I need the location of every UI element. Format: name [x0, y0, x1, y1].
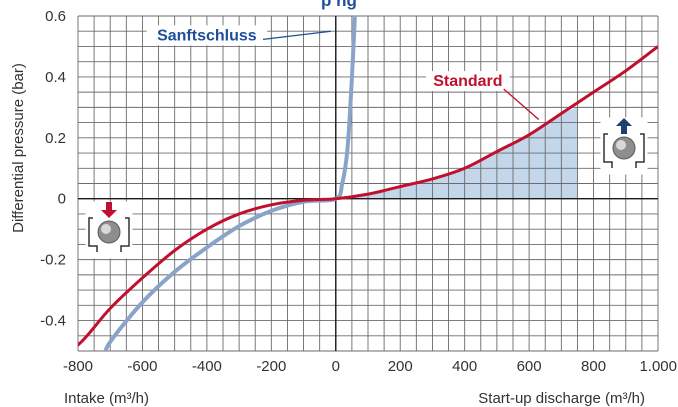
x-tick-label: -200 — [256, 358, 286, 375]
annotation-leader-line — [263, 30, 332, 41]
arrow-up-icon — [616, 118, 632, 134]
x-tick-label: 400 — [452, 358, 477, 375]
discharge-valve-icon — [600, 117, 648, 175]
icon-layer — [85, 117, 648, 259]
x-tick-label: 800 — [581, 358, 606, 375]
y-axis-label: Differential pressure (bar) — [10, 63, 27, 233]
annotation-label-background — [426, 71, 510, 92]
annotation-label-sanftschluss: Sanftschluss — [157, 27, 257, 44]
y-tick-label: 0 — [58, 191, 66, 208]
annotation-label-standard: Standard — [433, 73, 502, 90]
y-tick-label: 0.4 — [45, 69, 66, 86]
series-line-standard — [78, 45, 658, 347]
x-tick-label: -600 — [127, 358, 157, 375]
arrow-down-icon — [101, 202, 117, 218]
x-tick-label: -800 — [63, 358, 93, 375]
y-tick-label: -0.2 — [40, 252, 66, 269]
x-tick-label: 1.000 — [639, 358, 677, 375]
x-axis-label-intake: Intake (m³/h) — [64, 390, 149, 407]
chart-title-fragment: p ng — [321, 0, 357, 10]
x-tick-label: -400 — [192, 358, 222, 375]
series-line-sanftschluss — [103, 16, 357, 351]
x-axis-label-discharge: Start-up discharge (m³/h) — [478, 390, 645, 407]
y-tick-label: 0.6 — [45, 8, 66, 25]
tick-label-layer: -0.4 -0.2 0 0.2 0.4 0.6 -800 -600 -400 -200 0 200 40… — [40, 8, 677, 375]
annotation-label-background — [146, 25, 268, 46]
shaded-area — [335, 107, 578, 199]
shaded-region-layer — [335, 107, 578, 199]
y-tick-label: 0.2 — [45, 130, 66, 147]
y-tick-label: -0.4 — [40, 313, 66, 330]
series-layer — [78, 16, 658, 351]
annotation-leader-line — [503, 88, 540, 121]
x-tick-label: 0 — [332, 358, 340, 375]
x-tick-label: 600 — [517, 358, 542, 375]
annotation-layer: Sanftschluss Standard — [146, 25, 540, 121]
x-tick-label: 200 — [388, 358, 413, 375]
intake-valve-icon — [85, 201, 133, 259]
